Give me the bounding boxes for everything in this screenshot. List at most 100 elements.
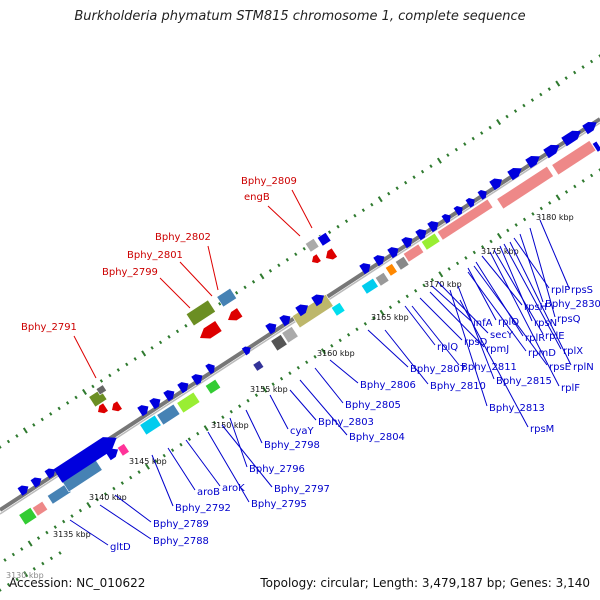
scale-dot [0, 588, 2, 592]
gene-feature [279, 315, 291, 327]
gene-arrow [465, 198, 475, 208]
gene-arrow [373, 255, 385, 267]
gene-feature [30, 477, 42, 488]
gene-label: Bphy_2809 [241, 176, 297, 187]
gene-feature [252, 359, 265, 372]
scale-dot [344, 219, 349, 224]
scale-dot [237, 404, 242, 408]
scale-dot [294, 252, 298, 257]
gene-feature [228, 308, 243, 321]
leader-line [299, 379, 348, 436]
scale-dot [387, 191, 391, 196]
gene-label: rplE [545, 331, 565, 342]
gene-label: Bphy_2813 [489, 403, 545, 414]
scale-dot [11, 552, 16, 557]
gene-arrow [177, 382, 189, 394]
gene-block [156, 403, 181, 426]
gene-label: Bphy_2799 [102, 267, 158, 278]
gene-arrow [228, 308, 243, 321]
gene-feature [44, 468, 56, 479]
gene-labels: Bphy_2809 engB Bphy_2802 Bphy_2801 Bphy_2799… [21, 176, 600, 553]
gene-label: rpsH [524, 302, 547, 313]
scale-dot [422, 283, 426, 288]
gene-arrow [105, 448, 119, 461]
gene-block [330, 301, 346, 317]
scale-dot [251, 279, 256, 284]
gene-arrow [163, 390, 175, 402]
gene-label: Bphy_2802 [155, 232, 211, 243]
gene-label: Bphy_2803 [318, 417, 374, 428]
scale-dot [22, 427, 28, 434]
gene-arrow [477, 190, 487, 200]
scale-dot [377, 196, 383, 203]
gene-feature [312, 254, 321, 264]
scale-dot [40, 417, 44, 422]
scale-dot [285, 257, 289, 262]
scale-dot [589, 59, 594, 64]
gene-label: aroB [197, 487, 220, 498]
leader-line [159, 277, 191, 309]
leader-line [509, 241, 572, 366]
leader-line [69, 519, 109, 546]
scale-dot [488, 125, 492, 130]
gene-feature [311, 294, 325, 307]
leader-line [519, 233, 544, 303]
gene-feature [177, 382, 189, 394]
scale-dot [254, 393, 259, 398]
gene-label: rpsS [571, 285, 593, 296]
scale-dot [539, 206, 543, 211]
leader-line [229, 417, 248, 468]
scale-dot [320, 348, 326, 355]
scale-dot [305, 360, 309, 365]
scale-dot [279, 376, 284, 381]
scale-dot [53, 525, 57, 529]
scale-dot [57, 406, 61, 411]
gene-label: Bphy_2801 [127, 250, 183, 261]
gene-arrow [98, 403, 108, 414]
tick-label: 3150 kbp [211, 421, 249, 430]
gene-block [496, 165, 554, 210]
scale-dot [395, 186, 399, 190]
gene-label: Bphy_2796 [249, 464, 305, 475]
scale-dot [405, 294, 409, 299]
scale-dot [262, 386, 268, 393]
gene-label: Bphy_2810 [430, 381, 486, 392]
label-leaders [69, 189, 572, 546]
scale-dot [336, 224, 340, 229]
scale-dot [463, 142, 467, 146]
gene-arrow [359, 263, 371, 275]
scale-dot [212, 420, 217, 425]
scale-dot [471, 136, 475, 141]
gene-arrow [427, 221, 439, 233]
gene-block [304, 237, 320, 253]
leader-line [449, 289, 488, 407]
gene-arrow [17, 485, 29, 496]
scale-dot [108, 373, 112, 378]
gene-feature [200, 320, 222, 339]
gene-label: rpsD [464, 337, 488, 348]
scale-dot [464, 256, 468, 260]
gene-label: Bphy_2788 [153, 536, 209, 547]
gene-feature [374, 271, 390, 287]
scale-dot [86, 502, 92, 509]
scale-dot [327, 230, 332, 235]
gene-feature [281, 326, 299, 344]
gene-label: Bphy_2797 [274, 484, 330, 495]
gene-block [281, 326, 299, 344]
gene-feature [507, 167, 522, 181]
gene-label: Bphy_2807 [410, 364, 466, 375]
gene-arrow [401, 237, 413, 249]
scale-dot [196, 431, 200, 436]
gene-label: rpsM [530, 424, 554, 435]
gene-feature [88, 388, 108, 408]
scale-dot [49, 412, 53, 416]
scale-dot [548, 201, 552, 205]
gene-feature [316, 231, 332, 247]
gene-arrow [387, 247, 399, 259]
gene-arrow [30, 477, 42, 488]
gene-feature [265, 323, 277, 335]
gene-label: Bphy_2791 [21, 322, 77, 333]
scale-dot [133, 357, 137, 361]
gene-feature [31, 500, 49, 517]
gene-arrow [265, 323, 277, 335]
